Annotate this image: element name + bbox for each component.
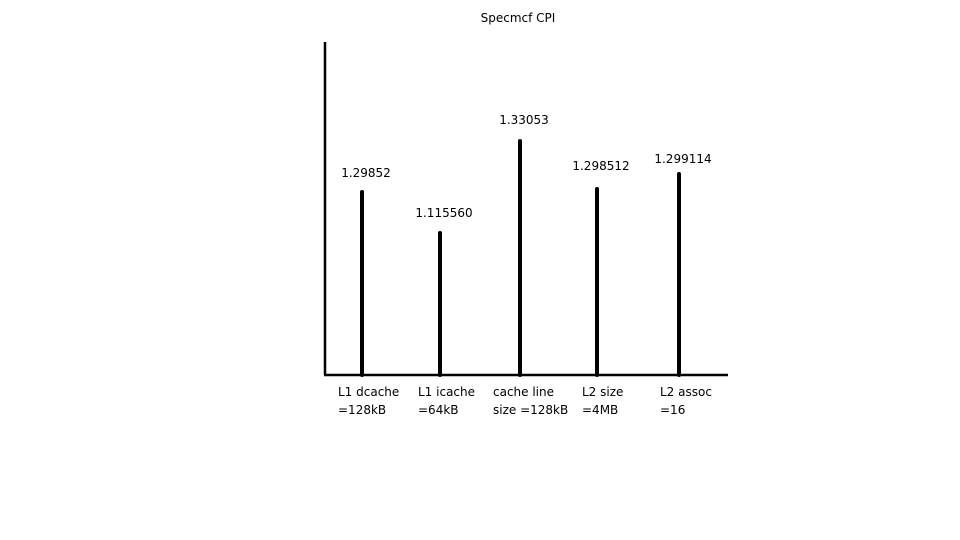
x-tick-label: L1 icache bbox=[418, 385, 475, 399]
x-tick-label: =16 bbox=[660, 403, 685, 417]
x-tick-label: =64kB bbox=[418, 403, 459, 417]
data-label: 1.33053 bbox=[499, 113, 549, 127]
x-tick-label: L1 dcache bbox=[338, 385, 399, 399]
data-label: 1.298512 bbox=[572, 159, 629, 173]
x-tick-label: size =128kB bbox=[493, 403, 568, 417]
data-label: 1.299114 bbox=[654, 152, 711, 166]
x-tick-label: L2 size bbox=[582, 385, 623, 399]
chart-title: Specmcf CPI bbox=[481, 11, 556, 25]
bars-group: 1.29852 L1 dcache =128kB 1.115560 L1 icache =… bbox=[338, 113, 712, 417]
x-tick-label: =128kB bbox=[338, 403, 386, 417]
x-tick-label: cache line bbox=[493, 385, 554, 399]
data-label: 1.29852 bbox=[341, 166, 391, 180]
x-tick-label: L2 assoc bbox=[660, 385, 712, 399]
x-tick-label: =4MB bbox=[582, 403, 618, 417]
data-label: 1.115560 bbox=[415, 206, 472, 220]
